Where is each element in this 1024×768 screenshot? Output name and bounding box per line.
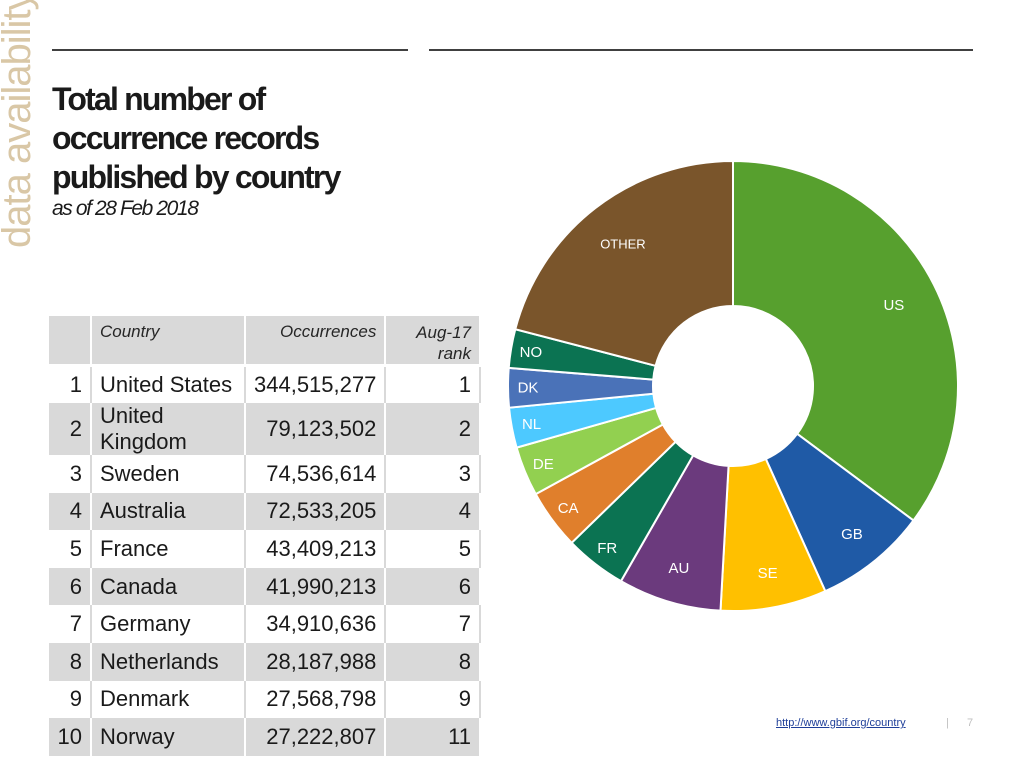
gbif-country-link[interactable]: http://www.gbif.org/country bbox=[776, 717, 906, 729]
row-rank: 7 bbox=[49, 605, 92, 644]
header-rule-left bbox=[52, 49, 408, 51]
row-rank: 5 bbox=[49, 530, 92, 568]
row-rank: 4 bbox=[49, 492, 92, 531]
row-country: United States bbox=[91, 365, 246, 404]
table-row: 10 Norway 27,222,807 11 bbox=[49, 718, 481, 756]
row-occurrences: 344,515,277 bbox=[245, 365, 387, 404]
page-subtitle: as of 28 Feb 2018 bbox=[52, 197, 199, 220]
donut-label-other: OTHER bbox=[600, 237, 646, 252]
donut-slice-other bbox=[514, 159, 734, 368]
donut-label-au: AU bbox=[669, 560, 690, 577]
row-rank: 10 bbox=[49, 718, 92, 756]
header-occurrences: Occurrences bbox=[245, 316, 387, 367]
donut-label-no: NO bbox=[520, 344, 543, 361]
row-occurrences: 34,910,636 bbox=[245, 605, 387, 644]
row-rank: 2 bbox=[49, 403, 92, 456]
donut-chart: US GB SE AU FR CA DE NL DK NO OTHER bbox=[507, 159, 959, 612]
row-aug-rank: 4 bbox=[385, 492, 481, 531]
table-row: 6 Canada 41,990,213 6 bbox=[49, 567, 481, 606]
row-country: Sweden bbox=[91, 455, 246, 493]
row-country: Netherlands bbox=[91, 643, 246, 681]
table-row: 5 France 43,409,213 5 bbox=[49, 530, 481, 568]
table-row: 2 United Kingdom 79,123,502 2 bbox=[49, 403, 481, 456]
donut-label-us: US bbox=[883, 297, 904, 314]
table-header-row: Country Occurrences Aug-17 rank bbox=[49, 316, 481, 367]
row-occurrences: 27,222,807 bbox=[245, 718, 387, 756]
row-country: United Kingdom bbox=[91, 403, 246, 456]
section-side-tab: data availability bbox=[0, 0, 39, 248]
donut-label-ca: CA bbox=[558, 500, 579, 517]
table-row: 1 United States 344,515,277 1 bbox=[49, 365, 481, 404]
row-rank: 1 bbox=[49, 365, 92, 404]
donut-label-gb: GB bbox=[841, 526, 863, 543]
row-aug-rank: 6 bbox=[385, 567, 481, 606]
row-country: Australia bbox=[91, 492, 246, 531]
donut-label-nl: NL bbox=[522, 416, 541, 433]
row-rank: 9 bbox=[49, 680, 92, 719]
row-country: Germany bbox=[91, 605, 246, 644]
table-row: 7 Germany 34,910,636 7 bbox=[49, 605, 481, 644]
page-separator: | bbox=[946, 717, 949, 729]
header-aug-line2: rank bbox=[437, 344, 471, 363]
table-row: 3 Sweden 74,536,614 3 bbox=[49, 455, 481, 493]
row-occurrences: 79,123,502 bbox=[245, 403, 387, 456]
row-aug-rank: 5 bbox=[385, 530, 481, 568]
row-aug-rank: 2 bbox=[385, 403, 481, 456]
header-country: Country bbox=[91, 316, 246, 367]
page-title: Total number of occurrence records publi… bbox=[52, 81, 341, 195]
row-rank: 8 bbox=[49, 643, 92, 681]
row-occurrences: 72,533,205 bbox=[245, 492, 387, 531]
row-country: Denmark bbox=[91, 680, 246, 719]
page-number: 7 bbox=[967, 717, 974, 729]
row-aug-rank: 7 bbox=[385, 605, 481, 644]
row-occurrences: 43,409,213 bbox=[245, 530, 387, 568]
row-aug-rank: 11 bbox=[385, 718, 481, 756]
row-country: France bbox=[91, 530, 246, 568]
row-aug-rank: 3 bbox=[385, 455, 481, 493]
row-occurrences: 28,187,988 bbox=[245, 643, 387, 681]
header-aug-rank: Aug-17 rank bbox=[385, 316, 481, 367]
row-occurrences: 41,990,213 bbox=[245, 567, 387, 606]
row-aug-rank: 1 bbox=[385, 365, 481, 404]
table-row: 9 Denmark 27,568,798 9 bbox=[49, 680, 481, 719]
header-rule-right bbox=[429, 49, 973, 51]
donut-label-dk: DK bbox=[518, 380, 539, 397]
donut-label-se: SE bbox=[758, 565, 778, 582]
row-aug-rank: 8 bbox=[385, 643, 481, 681]
table-row: 8 Netherlands 28,187,988 8 bbox=[49, 643, 481, 681]
row-aug-rank: 9 bbox=[385, 680, 481, 719]
row-rank: 3 bbox=[49, 455, 92, 493]
donut-slice-us bbox=[732, 159, 959, 522]
donut-label-fr: FR bbox=[597, 540, 617, 557]
country-table: Country Occurrences Aug-17 rank 1 United… bbox=[49, 316, 481, 756]
row-rank: 6 bbox=[49, 567, 92, 606]
header-rank bbox=[49, 316, 92, 367]
row-country: Canada bbox=[91, 567, 246, 606]
header-aug-line1: Aug-17 bbox=[416, 323, 471, 342]
donut-label-de: DE bbox=[533, 456, 554, 473]
row-country: Norway bbox=[91, 718, 246, 756]
row-occurrences: 27,568,798 bbox=[245, 680, 387, 719]
table-row: 4 Australia 72,533,205 4 bbox=[49, 492, 481, 531]
row-occurrences: 74,536,614 bbox=[245, 455, 387, 493]
